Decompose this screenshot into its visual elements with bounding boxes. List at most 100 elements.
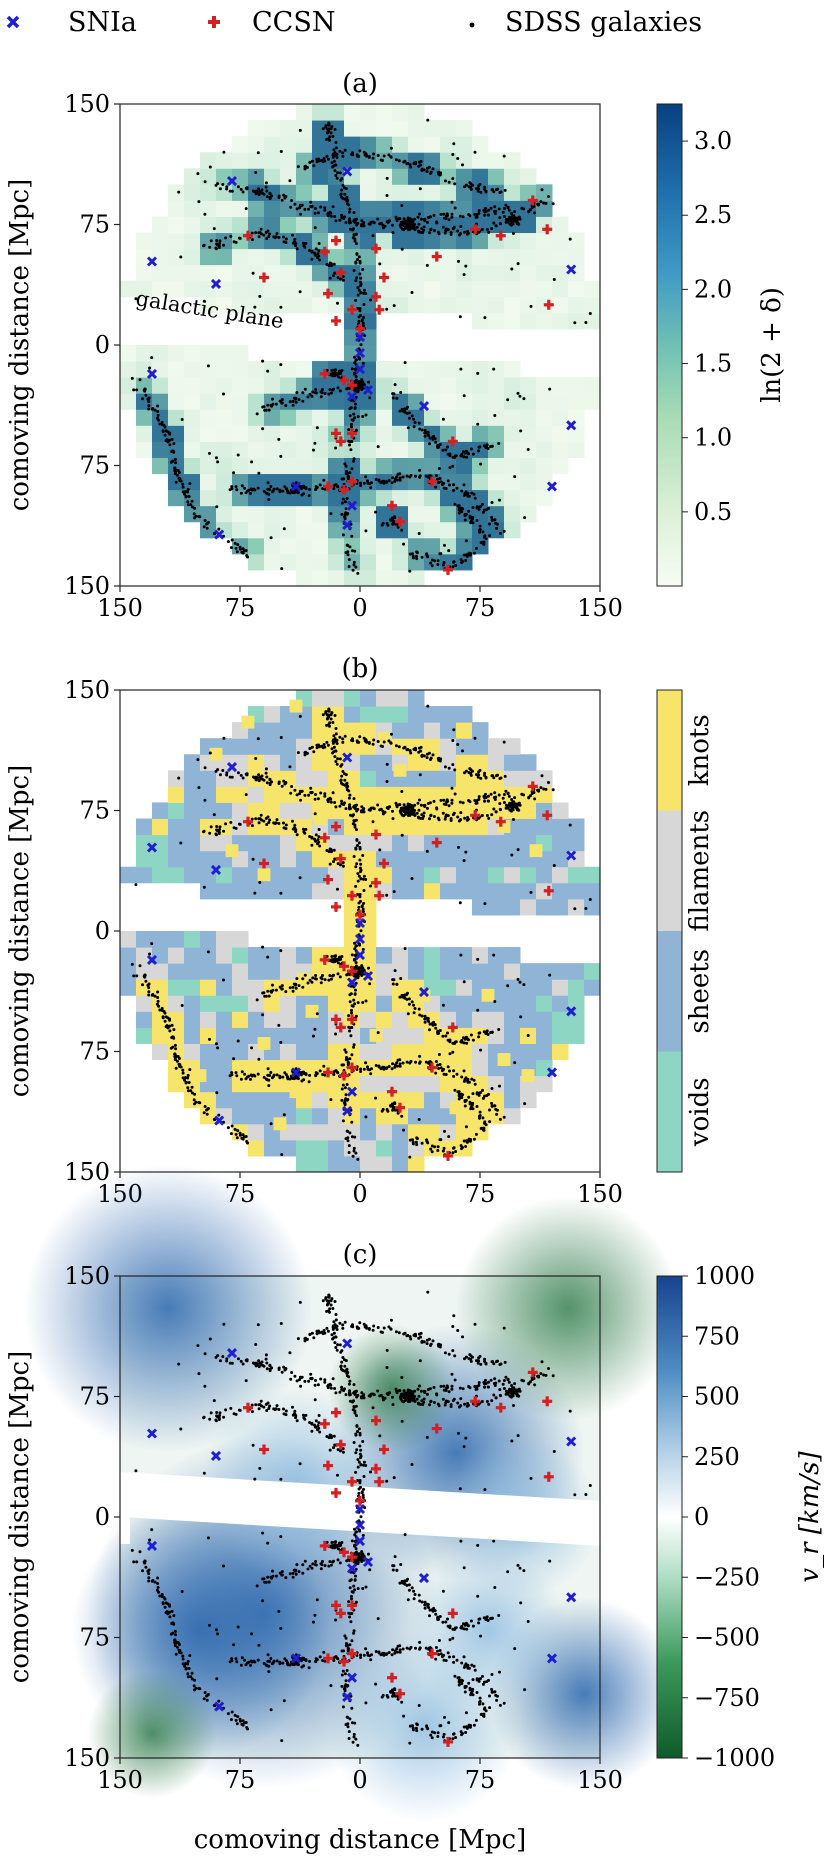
galaxy-point [376,1031,380,1035]
galaxy-point [391,1062,395,1066]
galaxy-point [408,1138,412,1142]
galaxy-point [245,773,249,777]
field-cell [392,136,409,153]
field-cell [568,1027,585,1044]
field-cell [184,1011,201,1028]
galaxy-point [327,121,331,125]
field-cell [568,995,585,1012]
galaxy-point [348,414,352,418]
galaxy-point [251,271,255,275]
galaxy-point [275,232,279,236]
field-cell [408,425,425,442]
field-cell [248,457,265,475]
galaxy-point [313,1383,317,1387]
field-cell [488,754,505,771]
galaxy-point [357,380,361,384]
field-cell [280,457,297,475]
snia-point [546,481,558,492]
field-cell [376,1075,393,1093]
galaxy-point [319,981,323,985]
field-cell [184,216,201,234]
galaxy-point [479,541,483,544]
snia-point [566,1006,577,1017]
field-cell [472,264,489,282]
snia-point [290,481,302,492]
field-cell [120,393,137,410]
galaxy-point [481,1096,485,1100]
field-cell [552,457,569,475]
field-cell [536,489,553,507]
field-cell [280,184,297,201]
galaxy-point [317,840,321,844]
galaxy-point [362,736,366,740]
field-cell [392,882,409,900]
galaxy-point [345,470,349,474]
galaxy-point [481,1088,484,1092]
field-cell [360,947,377,964]
galaxy-point [254,757,258,760]
panel-a-title: (a) [342,69,378,99]
field-cell [264,1139,281,1157]
field-cell [392,441,409,458]
galaxy-point [391,817,395,821]
field-cell [440,786,457,803]
galaxy-point [271,983,274,987]
field-cell [152,818,169,836]
galaxy-point [333,1069,337,1073]
galaxy-point [338,218,342,222]
field-cell [488,738,505,755]
field-cell [376,1155,393,1173]
field-cell [472,377,489,394]
galaxy-point [516,803,520,807]
field-cell [504,995,521,1012]
galaxy-point [206,521,210,524]
galaxy-point [370,1067,373,1071]
field-cell [424,184,441,201]
galaxy-point [436,1063,440,1067]
field-cell [424,706,441,723]
field-cell [312,1123,329,1141]
galaxy-point [264,771,268,775]
galaxy-point [348,1029,351,1033]
field-cell [536,473,553,491]
field-cell [552,1011,569,1028]
galaxy-point [256,486,260,490]
galaxy-point [408,226,412,230]
ccsn-point [374,890,385,901]
galaxy-point [166,430,170,434]
field-cell [216,1059,233,1077]
galaxy-point [245,1140,249,1143]
galaxy-point [343,148,347,152]
galaxy-point [369,298,372,302]
snia-point [342,519,353,530]
galaxy-point [175,1059,179,1063]
galaxy-point [322,478,326,482]
field-cell [552,963,569,980]
field-cell [440,248,457,266]
galaxy-marker-icon [469,22,475,28]
galaxy-point [533,211,537,215]
field-cell [232,1027,249,1044]
field-cell [184,264,201,282]
galaxy-point [356,1157,360,1161]
galaxy-point [417,532,421,535]
field-cell [216,931,233,948]
galaxy-point [314,207,317,210]
ccsn-point [347,428,357,439]
field-cell [216,882,233,900]
ccsn-point [427,1062,437,1073]
galaxy-point [466,491,470,495]
galaxy-point [341,275,345,279]
galaxy-point [478,1091,482,1095]
field-cell [120,866,137,884]
galaxy-point [307,1379,311,1383]
galaxy-point [332,373,336,377]
galaxy-point [161,1015,165,1019]
ccsn-point [335,1022,346,1033]
knot-cell [369,1029,383,1042]
galaxy-point [310,205,314,209]
field-cell [184,979,201,996]
galaxy-point [402,217,406,221]
galaxy-point [323,745,327,749]
panel-a-supernovae [146,166,577,575]
